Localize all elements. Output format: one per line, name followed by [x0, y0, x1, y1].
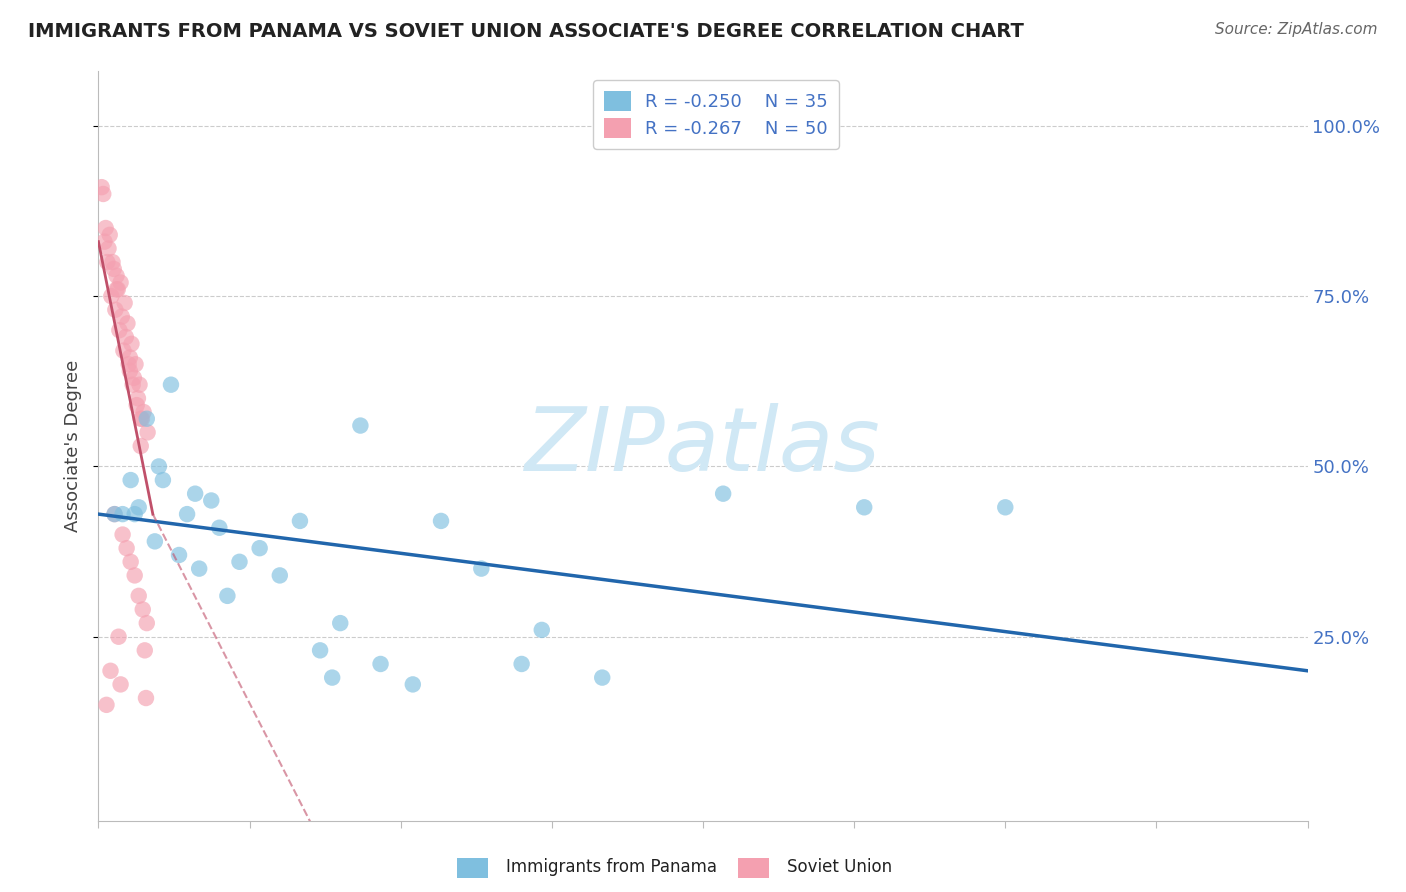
Point — [118, 357, 141, 371]
Point — [135, 691, 157, 706]
Point — [402, 677, 425, 691]
Point — [184, 486, 207, 500]
Point — [128, 589, 150, 603]
Point — [188, 561, 211, 575]
Legend: R = -0.250    N = 35, R = -0.267    N = 50: R = -0.250 N = 35, R = -0.267 N = 50 — [593, 80, 839, 149]
Point — [132, 602, 155, 616]
Point — [111, 507, 134, 521]
Point — [329, 616, 352, 631]
Point — [143, 534, 166, 549]
Point — [167, 548, 190, 562]
Point — [370, 657, 392, 671]
Point — [108, 323, 131, 337]
Text: Soviet Union: Soviet Union — [787, 858, 893, 876]
Point — [107, 630, 129, 644]
Point — [97, 242, 120, 256]
Point — [105, 268, 128, 283]
Point — [107, 282, 129, 296]
Point — [111, 310, 134, 324]
Point — [115, 541, 138, 556]
Point — [129, 439, 152, 453]
Point — [117, 317, 139, 331]
Text: Source: ZipAtlas.com: Source: ZipAtlas.com — [1215, 22, 1378, 37]
Point — [132, 405, 155, 419]
Point — [100, 289, 122, 303]
Point — [269, 568, 291, 582]
Point — [160, 377, 183, 392]
Text: Immigrants from Panama: Immigrants from Panama — [506, 858, 717, 876]
Text: IMMIGRANTS FROM PANAMA VS SOVIET UNION ASSOCIATE'S DEGREE CORRELATION CHART: IMMIGRANTS FROM PANAMA VS SOVIET UNION A… — [28, 22, 1024, 41]
Point — [530, 623, 553, 637]
Point — [134, 643, 156, 657]
Point — [122, 371, 145, 385]
Point — [288, 514, 311, 528]
Point — [430, 514, 453, 528]
Point — [114, 296, 136, 310]
Point — [129, 411, 152, 425]
Point — [118, 351, 141, 365]
Point — [249, 541, 271, 556]
Point — [711, 486, 734, 500]
Point — [135, 616, 157, 631]
Point — [125, 398, 148, 412]
Point — [121, 377, 143, 392]
Point — [349, 418, 371, 433]
Point — [104, 302, 127, 317]
Point — [111, 527, 134, 541]
Point — [98, 227, 121, 242]
Point — [131, 411, 153, 425]
Point — [127, 392, 149, 406]
Point — [120, 555, 142, 569]
Point — [101, 255, 124, 269]
Point — [90, 180, 112, 194]
Point — [121, 336, 143, 351]
Point — [152, 473, 174, 487]
Point — [228, 555, 250, 569]
Point — [103, 507, 125, 521]
Point — [124, 357, 146, 371]
Point — [200, 493, 222, 508]
Point — [93, 235, 115, 249]
Point — [110, 276, 132, 290]
Point — [110, 677, 132, 691]
Point — [128, 377, 150, 392]
Text: ZIPatlas: ZIPatlas — [526, 403, 880, 489]
Point — [470, 561, 492, 575]
Point — [136, 425, 159, 440]
Point — [120, 473, 142, 487]
Point — [124, 507, 146, 521]
Point — [112, 343, 135, 358]
Point — [591, 671, 613, 685]
Point — [853, 500, 876, 515]
Point — [128, 500, 150, 515]
Point — [96, 255, 118, 269]
Point — [994, 500, 1017, 515]
Y-axis label: Associate's Degree: Associate's Degree — [65, 359, 83, 533]
Point — [124, 568, 146, 582]
Point — [176, 507, 198, 521]
Point — [309, 643, 332, 657]
Point — [148, 459, 170, 474]
Point — [135, 411, 157, 425]
Point — [114, 330, 136, 344]
Point — [510, 657, 533, 671]
Point — [100, 664, 122, 678]
Point — [118, 364, 141, 378]
Point — [321, 671, 343, 685]
Point — [217, 589, 239, 603]
Point — [94, 221, 117, 235]
Point — [208, 521, 231, 535]
Point — [96, 698, 118, 712]
Point — [103, 507, 125, 521]
Point — [105, 282, 128, 296]
Point — [103, 261, 125, 276]
Point — [91, 186, 114, 201]
